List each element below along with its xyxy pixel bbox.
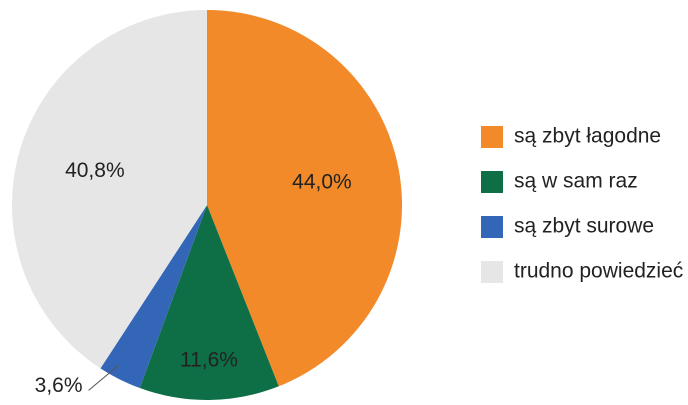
legend-swatch bbox=[481, 126, 503, 148]
data-label: 11,6% bbox=[180, 349, 238, 372]
legend-label: są zbyt surowe bbox=[514, 215, 654, 238]
legend-label: trudno powiedzieć bbox=[514, 260, 683, 283]
legend-label: są w sam raz bbox=[514, 170, 638, 193]
legend-label: są zbyt łagodne bbox=[514, 125, 661, 148]
pie-slice bbox=[139, 205, 279, 400]
leader-line bbox=[88, 364, 119, 391]
data-label: 44,0% bbox=[292, 171, 352, 194]
legend-swatch bbox=[481, 261, 503, 283]
data-label: 40,8% bbox=[65, 159, 125, 182]
pie-slice bbox=[100, 205, 207, 389]
legend-swatch bbox=[481, 216, 503, 238]
data-label: 3,6% bbox=[35, 374, 83, 397]
legend-swatch bbox=[481, 171, 503, 193]
pie-slice bbox=[207, 10, 403, 387]
pie-slice bbox=[11, 10, 207, 369]
